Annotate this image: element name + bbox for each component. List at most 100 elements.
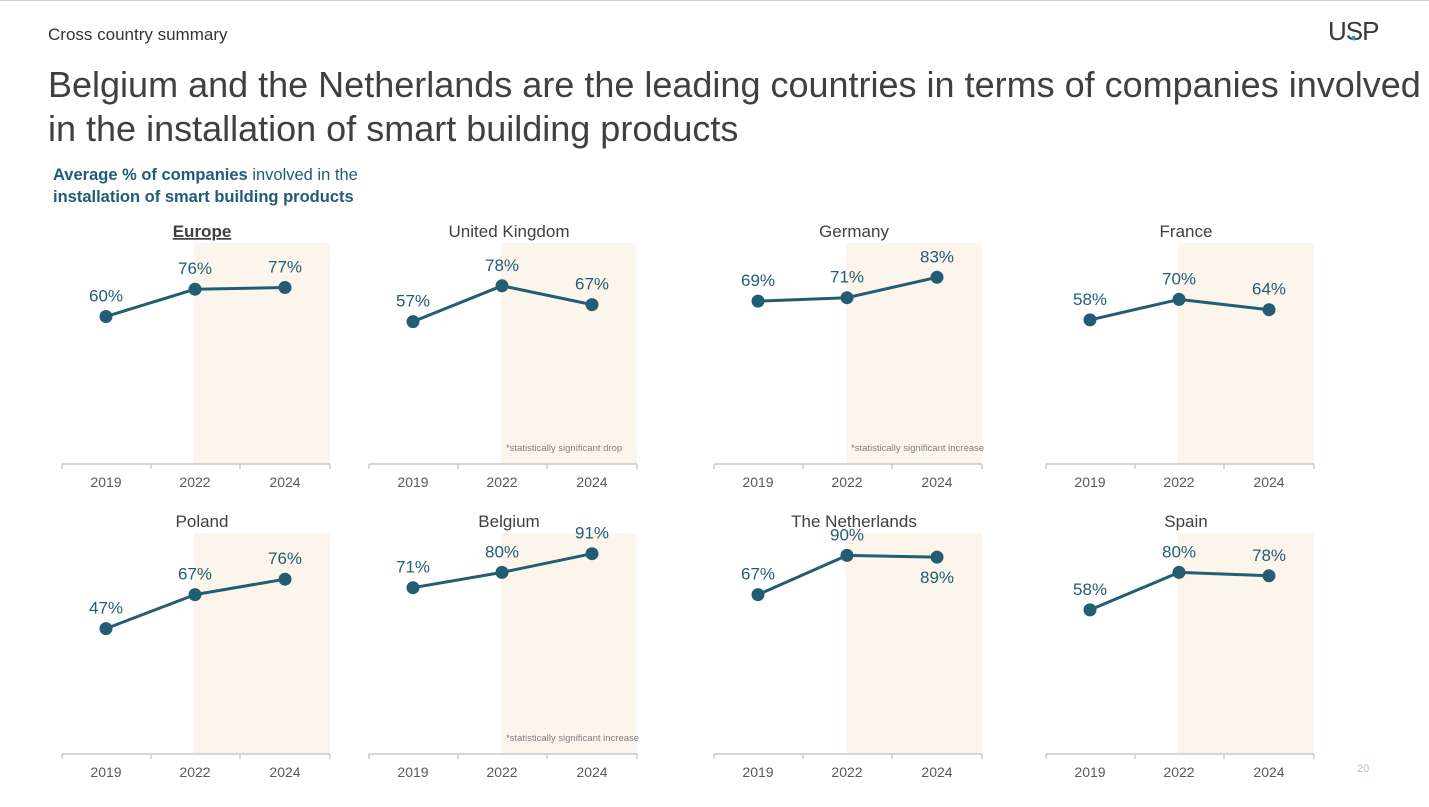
x-tick-label: 2022: [179, 474, 210, 490]
chart-panel-germany: Germany 2019 2022 2024 69% 71% 83% *statistical…: [712, 220, 984, 498]
data-point: [495, 565, 509, 579]
chart-the-netherlands: The Netherlands 2019 2022 2024 67% 90% 89%: [713, 512, 983, 780]
x-tick-label: 2022: [831, 764, 862, 780]
subtitle-bold-2: installation of smart building products: [53, 188, 354, 206]
significance-note: *statistically significant increase: [506, 733, 639, 744]
data-point: [278, 572, 292, 586]
x-tick-label: 2019: [90, 474, 121, 490]
data-point: [99, 622, 113, 636]
shaded-period: [194, 533, 330, 754]
x-tick-label: 2022: [486, 474, 517, 490]
data-label: 67%: [575, 275, 609, 294]
chart-panel-united-kingdom: United Kingdom 2019 2022 2024 57% 78% 67% *stat…: [367, 220, 639, 498]
section-title: Cross country summary: [48, 25, 228, 44]
chart-panel-poland: Poland 2019 2022 2024 47% 67% 76%: [60, 510, 332, 788]
chart-title: Belgium: [478, 512, 539, 531]
chart-france: France 2019 2022 2024 58% 70% 64%: [1045, 222, 1315, 490]
x-tick-label: 2024: [921, 764, 952, 780]
x-tick-label: 2024: [269, 474, 300, 490]
data-point: [1172, 565, 1186, 579]
data-label: 58%: [1073, 290, 1107, 309]
x-tick-label: 2022: [831, 474, 862, 490]
data-label: 78%: [1252, 546, 1286, 565]
data-point: [1262, 303, 1276, 317]
data-label: 60%: [89, 287, 123, 306]
data-point: [1083, 313, 1097, 327]
chart-panel-belgium: Belgium 2019 2022 2024 71% 80% 91% *statistical…: [367, 510, 639, 788]
data-label: 67%: [741, 565, 775, 584]
chart-poland: Poland 2019 2022 2024 47% 67% 76%: [61, 512, 331, 780]
x-tick-label: 2024: [1253, 474, 1284, 490]
shaded-period: [501, 533, 637, 754]
chart-title: The Netherlands: [791, 512, 917, 531]
x-tick-label: 2019: [397, 474, 428, 490]
page-title: Belgium and the Netherlands are the lead…: [48, 64, 1421, 149]
chart-panel-france: France 2019 2022 2024 58% 70% 64%: [1044, 220, 1316, 498]
data-point: [751, 294, 765, 308]
data-point: [1262, 569, 1276, 583]
shaded-period: [194, 243, 330, 464]
data-label: 67%: [178, 565, 212, 584]
significance-note: *statistically significant increase: [851, 443, 984, 454]
data-label: 71%: [396, 558, 430, 577]
data-label: 64%: [1252, 280, 1286, 299]
chart-title: Poland: [176, 512, 229, 531]
chart-title: France: [1160, 222, 1213, 241]
x-tick-label: 2024: [576, 474, 607, 490]
data-label: 77%: [268, 258, 302, 277]
chart-united-kingdom: United Kingdom 2019 2022 2024 57% 78% 67% *stat…: [368, 222, 638, 490]
data-label: 69%: [741, 271, 775, 290]
svg-text:USP: USP: [1328, 16, 1378, 46]
x-tick-label: 2024: [1253, 764, 1284, 780]
data-label: 80%: [1162, 542, 1196, 561]
chart-panel-europe: Europe 2019 2022 2024 60% 76% 77%: [60, 220, 332, 498]
data-point: [751, 588, 765, 602]
data-point: [495, 279, 509, 293]
subtitle-bold-1: Average % of companies: [53, 166, 248, 184]
data-point: [1083, 603, 1097, 617]
page-number: 20: [1357, 763, 1370, 775]
data-label: 71%: [830, 268, 864, 287]
chart-germany: Germany 2019 2022 2024 69% 71% 83% *statistical…: [713, 222, 984, 490]
data-label: 83%: [920, 247, 954, 266]
data-point: [188, 282, 202, 296]
x-tick-label: 2019: [90, 764, 121, 780]
x-tick-label: 2019: [397, 764, 428, 780]
data-label: 58%: [1073, 580, 1107, 599]
chart-title: Europe: [173, 222, 232, 241]
x-tick-label: 2019: [1074, 474, 1105, 490]
data-label: 57%: [396, 292, 430, 311]
data-point: [840, 291, 854, 305]
x-tick-label: 2019: [742, 474, 773, 490]
data-point: [278, 281, 292, 294]
data-point: [930, 270, 944, 284]
chart-title: Germany: [819, 222, 889, 241]
data-point: [585, 547, 599, 561]
data-point: [99, 310, 113, 323]
chart-subtitle: Average % of companies involved in the i…: [53, 164, 358, 208]
shaded-period: [1178, 243, 1314, 464]
data-point: [1172, 292, 1186, 306]
data-point: [930, 550, 944, 564]
data-point: [840, 548, 854, 562]
data-label: 78%: [485, 256, 519, 275]
x-tick-label: 2024: [576, 764, 607, 780]
x-tick-label: 2022: [486, 764, 517, 780]
x-tick-label: 2022: [1163, 764, 1194, 780]
data-label: 76%: [178, 259, 212, 278]
data-label: 91%: [575, 524, 609, 543]
x-tick-label: 2022: [1163, 474, 1194, 490]
usp-logo: USP: [1328, 12, 1388, 46]
x-tick-label: 2019: [742, 764, 773, 780]
data-label: 70%: [1162, 269, 1196, 288]
data-point: [406, 315, 420, 329]
shaded-period: [846, 243, 982, 464]
chart-title: Spain: [1164, 512, 1207, 531]
data-label: 90%: [830, 525, 864, 544]
x-tick-label: 2024: [269, 764, 300, 780]
significance-note: *statistically significant drop: [506, 443, 622, 454]
shaded-period: [846, 533, 982, 754]
chart-europe: Europe 2019 2022 2024 60% 76% 77%: [61, 222, 331, 490]
top-border: [0, 0, 1429, 1]
data-label: 80%: [485, 542, 519, 561]
